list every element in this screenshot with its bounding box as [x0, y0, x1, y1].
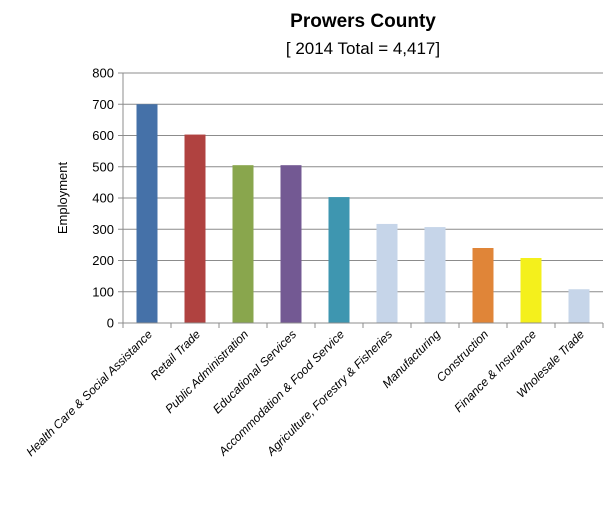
- bar: [328, 197, 350, 323]
- bar: [376, 223, 398, 323]
- y-tick-label: 200: [92, 253, 114, 268]
- bar: [472, 248, 494, 323]
- y-tick-labels: 0 100 200 300 400 500 600 700 800: [92, 66, 114, 331]
- y-tick-label: 100: [92, 284, 114, 299]
- bar: [520, 258, 542, 323]
- y-tick-label: 300: [92, 222, 114, 237]
- y-tick-label: 500: [92, 159, 114, 174]
- axes: [122, 73, 604, 328]
- x-tick-label: Health Care & Social Assistance: [23, 327, 155, 459]
- chart-subtitle: [ 2014 Total = 4,417]: [286, 39, 440, 58]
- y-tick-label: 800: [92, 66, 114, 81]
- bar: [232, 165, 254, 323]
- x-tick-label: Finance & Insurance: [451, 327, 539, 415]
- bar: [280, 165, 302, 323]
- chart-title: Prowers County: [290, 11, 436, 32]
- bar: [424, 227, 446, 323]
- y-tick-label: 600: [92, 128, 114, 143]
- bar: [184, 134, 206, 323]
- bars: [136, 104, 590, 323]
- y-tick-label: 400: [92, 191, 114, 206]
- y-axis-label: Employment: [55, 161, 70, 234]
- y-tick-label: 0: [107, 316, 114, 331]
- x-tick-label: Educational Services: [210, 327, 299, 416]
- bar: [136, 104, 158, 323]
- y-tick-label: 700: [92, 97, 114, 112]
- x-tick-label: Public Administration: [162, 327, 251, 416]
- bar: [568, 289, 590, 323]
